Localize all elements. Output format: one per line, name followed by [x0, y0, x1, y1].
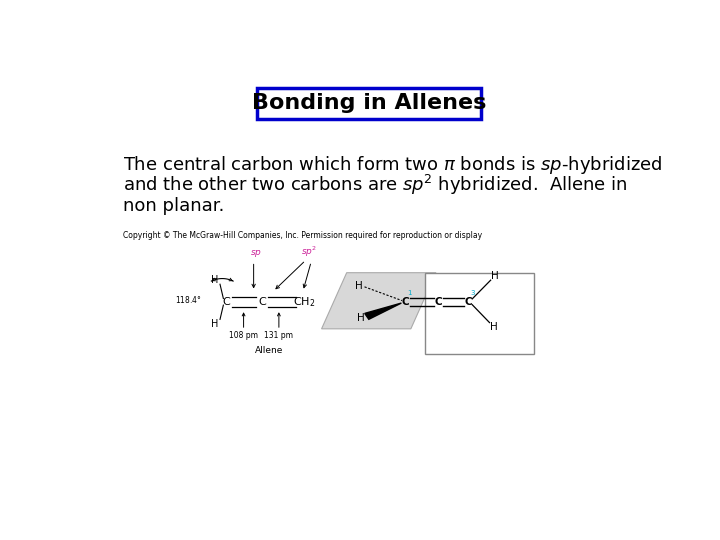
Text: 108 pm: 108 pm — [229, 330, 258, 340]
Text: CH$_2$: CH$_2$ — [293, 295, 315, 309]
Text: H: H — [354, 281, 362, 291]
Text: C: C — [258, 297, 266, 307]
Polygon shape — [322, 273, 436, 329]
Bar — [258, 87, 481, 119]
Text: H: H — [211, 275, 218, 285]
Text: H: H — [490, 322, 498, 332]
Text: C: C — [402, 297, 409, 307]
Text: C: C — [222, 297, 230, 307]
Text: Allene: Allene — [254, 346, 283, 355]
Text: C: C — [435, 297, 443, 307]
Text: $\mathit{sp}$: $\mathit{sp}$ — [251, 248, 262, 260]
Text: H: H — [491, 271, 499, 281]
Text: and the other two carbons are $\mathit{sp}$$^{2}$ hybridized.  Allene in: and the other two carbons are $\mathit{s… — [124, 173, 628, 198]
Text: H: H — [357, 313, 365, 322]
Text: 3: 3 — [471, 289, 475, 296]
Text: non planar.: non planar. — [124, 197, 225, 215]
Text: 1: 1 — [408, 289, 412, 296]
Text: H: H — [211, 319, 218, 328]
Bar — [425, 273, 534, 354]
Text: 118.4$°$: 118.4$°$ — [175, 294, 202, 305]
Text: Copyright © The McGraw-Hill Companies, Inc. Permission required for reproduction: Copyright © The McGraw-Hill Companies, I… — [124, 231, 482, 240]
Polygon shape — [365, 303, 401, 319]
Text: $\mathit{sp}$$^{2}$: $\mathit{sp}$$^{2}$ — [300, 245, 316, 259]
Text: C: C — [464, 297, 472, 307]
Text: The central carbon which form two $\pi$ bonds is $\mathit{sp}$-hybridized: The central carbon which form two $\pi$ … — [124, 153, 662, 176]
Text: 131 pm: 131 pm — [264, 330, 293, 340]
Text: Bonding in Allenes: Bonding in Allenes — [252, 93, 486, 113]
